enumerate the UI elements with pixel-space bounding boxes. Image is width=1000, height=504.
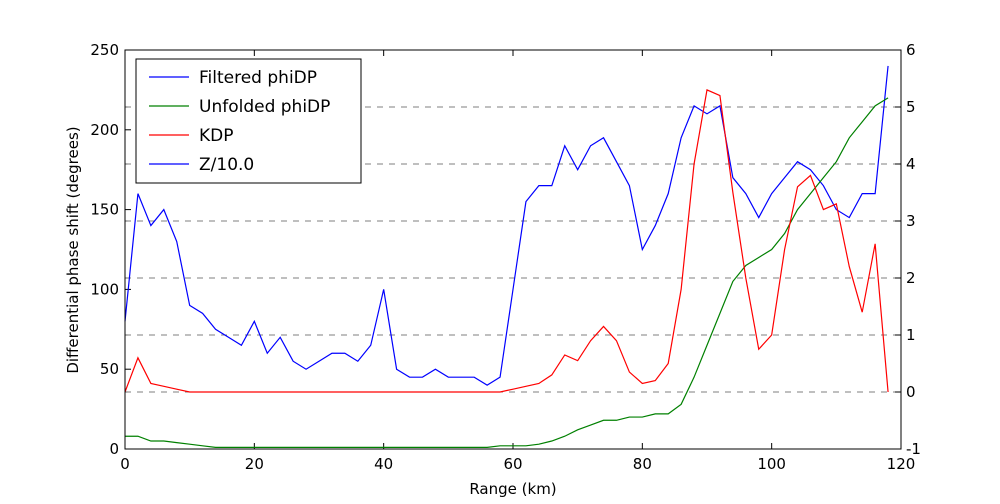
x-tick-label: 20: [245, 455, 264, 473]
x-tick-label: 120: [887, 455, 916, 473]
y2-tick-label: 6: [906, 41, 916, 59]
y-tick-label: 0: [109, 440, 119, 458]
legend: Filtered phiDP Unfolded phiDP KDP Z/10.0: [135, 58, 362, 184]
y-tick-label: 150: [90, 201, 119, 219]
y2-tick-label: -1: [906, 440, 921, 458]
legend-label: Unfolded phiDP: [199, 97, 330, 117]
y2-tick-label: 2: [906, 269, 916, 287]
y2-tick-label: 0: [906, 383, 916, 401]
y2-tick-label: 3: [906, 212, 916, 230]
y-axis-label: Differential phase shift (degrees): [64, 126, 82, 373]
plot-frame: [124, 49, 902, 450]
x-tick-label: 60: [503, 455, 522, 473]
y2-tick-label: 5: [906, 98, 916, 116]
data-line: [124, 89, 889, 393]
y-tick-label: 50: [100, 360, 119, 378]
y2-tick-label: 4: [906, 155, 916, 173]
y-tick-label: 100: [90, 280, 119, 298]
legend-label: Filtered phiDP: [199, 68, 317, 88]
legend-label: KDP: [199, 126, 234, 146]
y-tick-label: 250: [90, 41, 119, 59]
data-line: [124, 65, 889, 386]
x-tick-label: 40: [374, 455, 393, 473]
x-axis-label: Range (km): [469, 480, 556, 498]
legend-label: Z/10.0: [199, 155, 254, 175]
y-tick-label: 200: [90, 121, 119, 139]
x-tick-label: 0: [120, 455, 130, 473]
x-tick-label: 80: [633, 455, 652, 473]
legend-box: [135, 58, 362, 184]
x-tick-label: 100: [757, 455, 786, 473]
y2-tick-label: 1: [906, 326, 916, 344]
data-line: [125, 97, 889, 449]
